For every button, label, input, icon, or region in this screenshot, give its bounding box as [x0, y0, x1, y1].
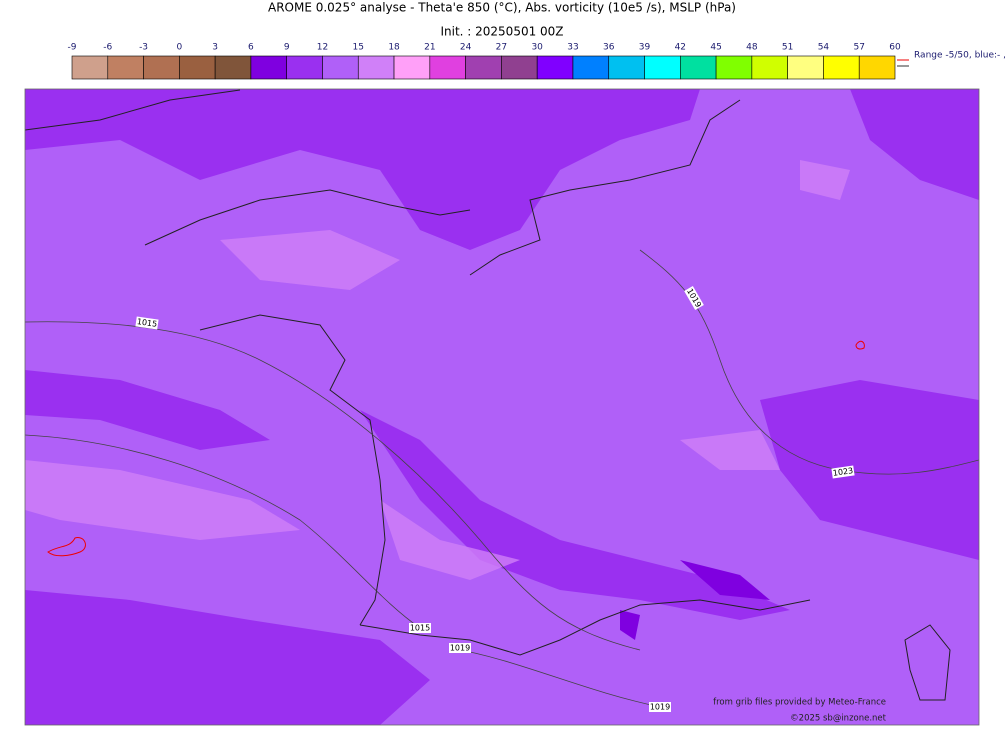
lighter-areas	[25, 160, 850, 580]
colorbar-tick-label: 60	[889, 43, 901, 53]
vorticity-contour	[855, 340, 865, 350]
colorbar-segment	[286, 55, 323, 80]
isobar-label-text: 1019	[450, 644, 470, 653]
isobar-label-box	[649, 702, 671, 712]
vorticity-contour	[47, 537, 86, 557]
credit-source: from grib files provided by Meteo-France	[713, 698, 886, 708]
colorbar-tick-label: 54	[818, 43, 830, 53]
colorbar-segment	[572, 55, 610, 80]
title: AROME 0.025° analyse - Theta'e 850 (°C),…	[268, 1, 736, 15]
colorbar-segment	[107, 55, 144, 80]
colorbar-segment	[536, 55, 574, 80]
coastlines	[25, 89, 951, 701]
colorbar-tick-label: -9	[68, 43, 77, 53]
colorbar-tick-label: 30	[531, 43, 543, 53]
colorbar-tick-label: 6	[248, 43, 254, 53]
isobar-label-text: 1015	[136, 317, 157, 329]
isobar-label: 1019	[449, 643, 471, 653]
colorbar-tick-label: 39	[639, 43, 651, 53]
isobar-label: 1019	[649, 702, 671, 712]
colorbar-segment	[680, 55, 717, 80]
isobar-label: 1015	[135, 316, 159, 330]
colorbar-segment	[250, 55, 287, 80]
colorbar-segment	[179, 55, 216, 80]
isobar-label-box	[409, 623, 431, 633]
range-note: Range -5/50, blue:- , r	[914, 51, 1005, 61]
colorbar-tick-label: 51	[782, 43, 793, 53]
darker-areas	[25, 89, 979, 725]
colorbar-tick-label: 18	[388, 43, 400, 53]
colorbar-tick-label: 0	[176, 43, 182, 53]
isobar-label-box	[449, 643, 471, 653]
colorbar-segment	[393, 55, 431, 80]
colorbar-tick-label: 27	[496, 43, 507, 53]
isobar-label-text: 1019	[650, 703, 670, 712]
colorbar-segment	[429, 55, 466, 80]
isobar-label-text: 1015	[410, 624, 430, 633]
isobar-label-box	[684, 285, 704, 311]
colorbar-segment	[644, 55, 681, 80]
colorbar-tick-label: 21	[424, 43, 435, 53]
colorbar-tick-label: 36	[603, 43, 615, 53]
colorbar-segment	[751, 55, 788, 80]
colorbar-tick-label: -3	[139, 43, 148, 53]
colorbar-segment	[715, 55, 753, 80]
colorbar-segment	[322, 55, 359, 80]
colorbar-tick-label: 3	[212, 43, 218, 53]
isobar-label: 1015	[409, 623, 431, 633]
colorbar-segment	[214, 55, 252, 80]
colorbar-tick-label: 57	[853, 43, 864, 53]
colorbar-segment	[858, 55, 896, 80]
colorbar-segment	[71, 55, 109, 80]
colorbar-segment	[608, 55, 645, 80]
map	[25, 89, 979, 725]
isobar-label-box	[831, 465, 855, 479]
isobar-label-text: 1023	[832, 466, 853, 478]
colorbar-segment	[823, 55, 860, 80]
isobar-label-box	[135, 316, 159, 330]
colorbar-tick-label: 48	[746, 43, 758, 53]
colorbar-tick-label: 24	[460, 43, 472, 53]
colorbar-tick-label: 15	[353, 43, 364, 53]
colorbar-tick-label: 12	[317, 43, 328, 53]
map-frame	[24, 88, 980, 726]
colorbar-tick-label: 45	[710, 43, 721, 53]
colorbar: -9 -6 -3 0 3 6 9 12 15 18 21 24 27 30 33 36 39 42 45 48 51 54…	[68, 43, 901, 80]
colorbar-tick-label: 9	[284, 43, 290, 53]
colorbar-tick-label: 42	[675, 43, 686, 53]
colorbar-segment	[465, 55, 502, 80]
isobar-label: 1023	[831, 465, 855, 479]
credit-author: ©2025 sb@inzone.net	[790, 714, 887, 724]
colorbar-segment	[143, 55, 180, 80]
colorbar-tick-label: -6	[103, 43, 112, 53]
subtitle: Init. : 20250501 00Z	[440, 25, 563, 39]
colorbar-segment	[787, 55, 824, 80]
colorbar-tick-label: 33	[567, 43, 578, 53]
colorbar-segment	[501, 55, 538, 80]
colorbar-segment	[357, 55, 395, 80]
darkest-areas	[620, 560, 770, 640]
